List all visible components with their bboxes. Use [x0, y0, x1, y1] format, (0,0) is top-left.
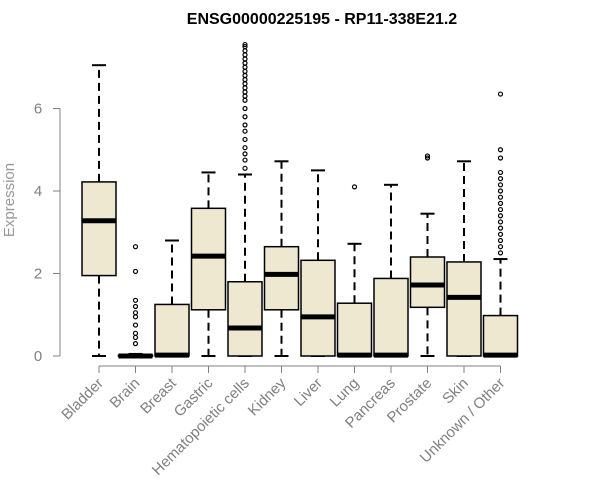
- outlier-point: [132, 244, 139, 250]
- outlier-point: [242, 56, 248, 62]
- outlier-point: [497, 182, 504, 188]
- box-breast: [154, 239, 190, 358]
- outlier-point: [497, 176, 504, 182]
- outlier-point: [242, 114, 248, 120]
- y-tick-label: 2: [34, 266, 42, 283]
- outlier-point: [497, 188, 504, 194]
- box-lung: [336, 184, 373, 358]
- outlier-point: [497, 250, 504, 256]
- outlier-point: [497, 237, 504, 244]
- iqr-box: [336, 302, 373, 357]
- outlier-point: [242, 128, 248, 134]
- x-tick-label: Bladder: [58, 375, 107, 424]
- box-prostate: [409, 153, 446, 357]
- outlier-point: [132, 334, 139, 341]
- outlier-point: [497, 169, 504, 176]
- x-tick-label: Liver: [291, 375, 326, 410]
- outlier-point: [132, 322, 139, 328]
- outlier-point: [242, 72, 248, 79]
- iqr-box: [446, 261, 482, 357]
- y-axis-label: Expression: [1, 163, 18, 237]
- y-tick-label: 6: [34, 101, 42, 118]
- outlier-point: [242, 64, 248, 70]
- outlier-point: [424, 153, 431, 159]
- box-skin: [446, 160, 482, 357]
- outlier-point: [497, 219, 504, 225]
- iqr-box: [154, 303, 190, 357]
- iqr-box: [482, 314, 519, 357]
- box-unknown-other: [482, 91, 519, 358]
- x-tick-label: Skin: [439, 375, 472, 408]
- x-tick-label: Kidney: [245, 374, 290, 419]
- outlier-point: [497, 206, 504, 213]
- outlier-point: [242, 97, 248, 103]
- outlier-point: [242, 89, 248, 95]
- y-tick-label: 0: [34, 348, 42, 365]
- iqr-box: [227, 281, 263, 357]
- box-pancreas: [373, 183, 409, 358]
- outlier-point: [132, 314, 139, 320]
- outlier-point: [132, 341, 139, 347]
- chart-title: ENSG00000225195 - RP11-338E21.2: [187, 11, 458, 28]
- outlier-point: [497, 194, 504, 200]
- outlier-point: [242, 93, 248, 99]
- outlier-point: [497, 225, 504, 231]
- outlier-point: [242, 105, 248, 112]
- outlier-point: [242, 48, 248, 54]
- outlier-point: [242, 44, 248, 50]
- outlier-point: [242, 165, 248, 171]
- iqr-box: [190, 207, 227, 311]
- outlier-point: [242, 81, 248, 87]
- outlier-point: [132, 297, 139, 303]
- box-hematopoietic-cells: [227, 41, 263, 357]
- outlier-point: [497, 91, 504, 97]
- y-tick-label: 4: [34, 183, 42, 200]
- outlier-point: [242, 136, 248, 143]
- outlier-point: [242, 41, 248, 48]
- outlier-point: [497, 231, 504, 237]
- outlier-point: [497, 147, 504, 153]
- outlier-point: [242, 151, 248, 157]
- box-gastric: [190, 171, 227, 357]
- box-brain: [117, 244, 154, 359]
- iqr-box: [81, 181, 117, 277]
- plot-area: [81, 41, 519, 359]
- outlier-point: [497, 155, 504, 161]
- outlier-point: [242, 68, 248, 74]
- iqr-box: [373, 277, 409, 357]
- iqr-box: [263, 245, 300, 311]
- outlier-point: [132, 268, 139, 275]
- outlier-point: [497, 200, 504, 206]
- outlier-point: [497, 244, 504, 250]
- box-bladder: [81, 64, 117, 357]
- outlier-point: [242, 145, 248, 151]
- outlier-point: [132, 330, 139, 336]
- outlier-point: [424, 155, 431, 161]
- iqr-box: [300, 259, 336, 357]
- outlier-point: [242, 52, 248, 58]
- box-kidney: [263, 160, 300, 357]
- outlier-point: [242, 157, 248, 163]
- outlier-point: [132, 310, 139, 316]
- outlier-point: [242, 122, 248, 128]
- box-liver: [300, 169, 336, 357]
- outlier-point: [242, 85, 248, 91]
- outlier-point: [242, 77, 248, 83]
- outlier-point: [132, 303, 139, 310]
- outlier-point: [242, 60, 248, 66]
- outlier-point: [497, 213, 504, 219]
- outlier-point: [351, 184, 358, 190]
- iqr-box: [409, 256, 446, 309]
